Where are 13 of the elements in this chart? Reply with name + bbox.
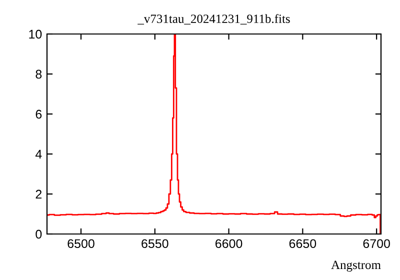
x-tick-label: 6600 <box>216 239 242 248</box>
y-tick-label: 10 <box>29 30 42 39</box>
y-tick-label: 0 <box>36 230 42 239</box>
x-axis-title: Angstrom <box>331 260 381 272</box>
y-tick-label: 6 <box>36 110 42 119</box>
y-tick-label: 2 <box>36 190 42 199</box>
x-tick-label: 6650 <box>289 239 316 248</box>
x-tick-label: 6550 <box>142 239 168 248</box>
x-tick-label: 6700 <box>363 239 390 248</box>
chart-title: _v731tau_20241231_911b.fits <box>138 14 290 24</box>
x-tick-label: 6500 <box>68 239 94 248</box>
y-tick-label: 8 <box>36 70 42 79</box>
y-tick-label: 4 <box>35 150 42 159</box>
